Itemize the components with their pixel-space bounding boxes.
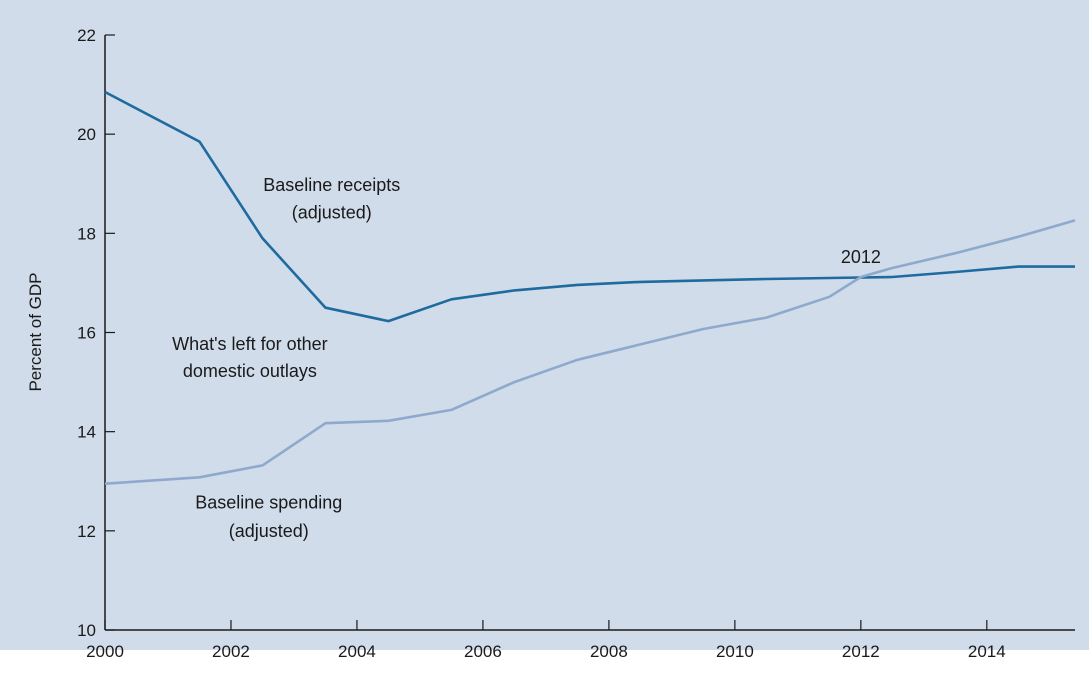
- x-tick-label: 2010: [716, 642, 754, 661]
- x-tick-label: 2006: [464, 642, 502, 661]
- x-tick-label: 2002: [212, 642, 250, 661]
- y-tick-label: 10: [77, 621, 96, 640]
- y-tick-label: 18: [77, 224, 96, 243]
- annotation-label: Baseline spending: [195, 493, 342, 513]
- x-tick-label: 2000: [86, 642, 124, 661]
- spending-line: [104, 219, 1076, 485]
- annotation-label: What's left for other: [172, 334, 328, 354]
- x-ticks: 2000 2002 2004 2006 2008 2010 2012 2014: [86, 620, 1006, 661]
- x-tick-label: 2014: [968, 642, 1006, 661]
- series-lines: [104, 90, 1076, 485]
- y-ticks: 10 12 14 16 18 20 22: [77, 26, 115, 640]
- receipts-line: [104, 90, 1075, 323]
- annotations: Baseline receipts (adjusted) What's left f…: [172, 175, 881, 541]
- y-tick-label: 12: [77, 522, 96, 541]
- annotation-label: Baseline receipts: [263, 175, 400, 195]
- y-tick-label: 20: [77, 125, 96, 144]
- annotation-label: (adjusted): [292, 202, 372, 222]
- x-tick-label: 2012: [842, 642, 880, 661]
- x-tick-label: 2004: [338, 642, 376, 661]
- y-tick-label: 14: [77, 423, 96, 442]
- y-axis-label: Percent of GDP: [26, 272, 45, 391]
- y-tick-label: 16: [77, 324, 96, 343]
- plot-background: [0, 0, 1089, 650]
- annotation-label: (adjusted): [229, 521, 309, 541]
- annotation-label: 2012: [841, 247, 881, 267]
- annotation-label: domestic outlays: [183, 361, 317, 381]
- y-tick-label: 22: [77, 26, 96, 45]
- x-tick-label: 2008: [590, 642, 628, 661]
